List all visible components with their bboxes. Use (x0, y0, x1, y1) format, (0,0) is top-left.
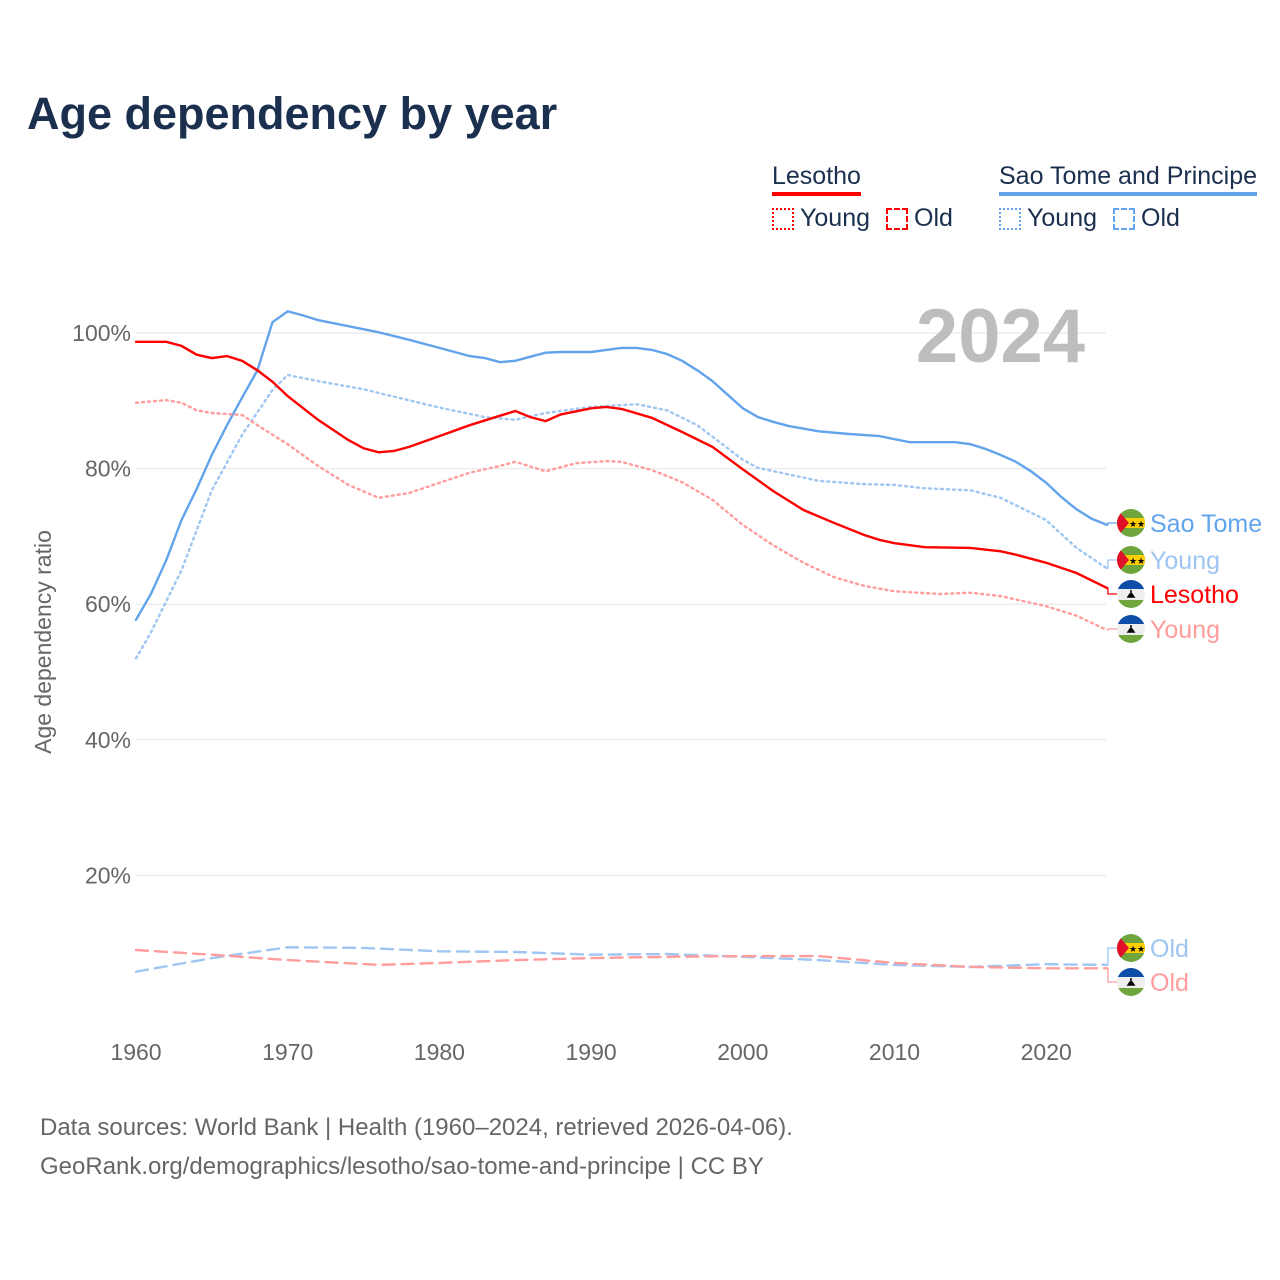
legend-label: Old (914, 204, 953, 232)
label-connector (1106, 947, 1117, 966)
y-axis-label: Age dependency ratio (30, 530, 56, 754)
x-tick-label: 1990 (566, 1039, 617, 1065)
series-line (134, 340, 1109, 590)
x-tick-label: 1970 (262, 1039, 313, 1065)
data-source-note: Data sources: World Bank | Health (1960–… (40, 1114, 793, 1141)
legend-label: Old (1141, 204, 1180, 232)
x-tick-label: 1980 (414, 1039, 465, 1065)
series-end-label: Sao Tome (1150, 510, 1262, 538)
legend-item-stp-old[interactable]: Old (1113, 204, 1180, 233)
flag-yellow (1117, 943, 1145, 953)
label-connector (1106, 967, 1117, 983)
lesotho-flag-icon (1117, 615, 1145, 643)
x-tick-label: 2010 (869, 1039, 920, 1065)
flag-triangle (1117, 509, 1129, 537)
flag-green (1117, 988, 1145, 996)
legend-lesotho-title: Lesotho (772, 162, 861, 196)
series-end-label: Lesotho (1150, 581, 1239, 609)
flag-blue (1117, 968, 1145, 977)
dotted-swatch-icon (772, 207, 794, 230)
chart-title: Age dependency by year (27, 88, 558, 139)
y-tick-label: 20% (85, 862, 131, 888)
sao-tome-flag-icon: ★★ (1117, 934, 1145, 962)
flag-stars: ★★ (1129, 556, 1145, 566)
x-tick-label: 2020 (1021, 1039, 1072, 1065)
y-tick-label: 80% (85, 456, 131, 482)
legend-label: Young (1027, 204, 1097, 232)
flag: ★★ (1117, 934, 1145, 962)
legend-sao-tome-title: Sao Tome and Principe (999, 162, 1258, 196)
source-url[interactable]: GeoRank.org/demographics/lesotho/sao-tom… (40, 1153, 764, 1180)
flag-triangle (1117, 934, 1129, 962)
flag (1117, 580, 1145, 608)
sao-tome-flag-icon: ★★ (1117, 546, 1145, 574)
label-connector (1106, 559, 1117, 569)
label-connector (1106, 522, 1117, 526)
y-tick-label: 100% (72, 320, 131, 346)
flag-hat (1126, 590, 1136, 598)
dotted-swatch-icon (999, 207, 1021, 230)
flag-green (1117, 635, 1145, 643)
y-tick-label: 40% (85, 727, 131, 753)
flag-green (1117, 600, 1145, 608)
series-end-label: Young (1150, 547, 1220, 575)
flag-yellow (1117, 555, 1145, 565)
flag-hat (1126, 625, 1136, 633)
flag-triangle (1117, 546, 1129, 574)
legend-item-lesotho-old[interactable]: Old (886, 204, 953, 233)
series-end-label: Young (1150, 616, 1220, 644)
series-end-label: Old (1150, 935, 1189, 963)
lesotho-flag-icon (1117, 580, 1145, 608)
x-tick-label: 1960 (110, 1039, 161, 1065)
label-connector (1106, 628, 1117, 631)
flag (1117, 968, 1145, 996)
sao-tome-flag-icon: ★★ (1117, 509, 1145, 537)
flag: ★★ (1117, 509, 1145, 537)
legend-label: Young (800, 204, 870, 232)
flag-stars: ★★ (1129, 519, 1145, 529)
x-tick-label: 2000 (717, 1039, 768, 1065)
dashed-swatch-icon (886, 207, 908, 230)
flag (1117, 615, 1145, 643)
series-line (134, 309, 1109, 621)
flag-blue (1117, 615, 1145, 624)
year-overlay: 2024 (916, 294, 1085, 379)
legend-item-lesotho-young[interactable]: Young (772, 204, 870, 233)
flag-yellow (1117, 518, 1145, 528)
legend-lesotho: Lesotho Young Old (772, 162, 953, 233)
series-line (134, 373, 1109, 660)
footer: Data sources: World Bank | Health (1960–… (40, 1108, 793, 1186)
series-line (134, 948, 1109, 970)
series-end-label: Old (1150, 969, 1189, 997)
flag-hat (1126, 978, 1136, 986)
flag-stars: ★★ (1129, 944, 1145, 954)
flag: ★★ (1117, 546, 1145, 574)
legend-item-stp-young[interactable]: Young (999, 204, 1097, 233)
lesotho-flag-icon (1117, 968, 1145, 996)
label-connector (1106, 587, 1117, 595)
series-line (134, 398, 1109, 632)
flag-blue (1117, 580, 1145, 589)
legend-sao-tome: Sao Tome and Principe Young Old (999, 162, 1258, 233)
y-tick-label: 60% (85, 591, 131, 617)
dashed-swatch-icon (1113, 207, 1135, 230)
